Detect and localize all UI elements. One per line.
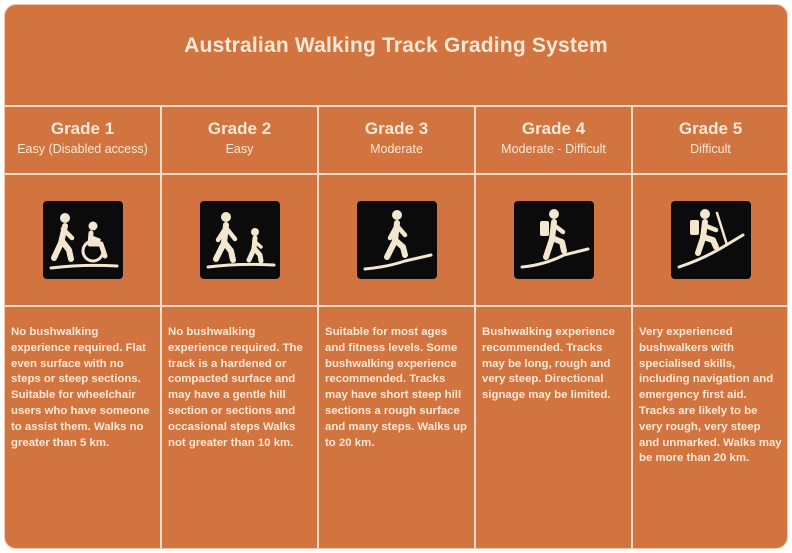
grade-subtitle: Easy — [225, 142, 254, 156]
grade-column-4: Grade 4 Moderate - Difficult Bushwalking… — [476, 105, 631, 548]
grade-name: Grade 1 — [50, 119, 115, 138]
divider-col-4 — [631, 105, 633, 548]
grade-name: Grade 3 — [364, 119, 429, 138]
grade-subtitle: Moderate — [370, 142, 423, 156]
adult-and-child-walking-icon — [200, 201, 280, 279]
grade-subtitle: Difficult — [690, 142, 731, 156]
grade-header: Grade 1 Easy (Disabled access) — [5, 105, 160, 173]
grade-column-1: Grade 1 Easy (Disabled access) No bushwa… — [5, 105, 160, 548]
grade-name: Grade 5 — [678, 119, 743, 138]
grade-name: Grade 4 — [521, 119, 586, 138]
grade-header: Grade 5 Difficult — [633, 105, 787, 173]
grade-column-5: Grade 5 Difficult Very experienced bushw… — [633, 105, 787, 548]
grade-subtitle: Easy (Disabled access) — [17, 142, 148, 156]
grade-header: Grade 2 Easy — [162, 105, 317, 173]
grade-description: Bushwalking experience recommended. Trac… — [482, 326, 615, 402]
grade-name: Grade 2 — [207, 119, 272, 138]
hiker-with-pole-steep-icon — [671, 201, 751, 279]
divider-col-3 — [474, 105, 476, 548]
divider-header — [5, 173, 787, 175]
grade-column-2: Grade 2 Easy No bushwalking experience r… — [162, 105, 317, 548]
grade-description: Suitable for most ages and fitness level… — [325, 326, 467, 449]
divider-col-1 — [160, 105, 162, 548]
walker-on-incline-icon — [357, 201, 437, 279]
grading-board: Australian Walking Track Grading System … — [4, 4, 788, 549]
grade-description: No bushwalking experience required. The … — [168, 326, 303, 449]
grade-description: Very experienced bushwalkers with specia… — [639, 326, 782, 465]
grade-description: No bushwalking experience required. Flat… — [11, 326, 150, 449]
divider-col-2 — [317, 105, 319, 548]
page-title: Australian Walking Track Grading System — [184, 34, 608, 57]
divider-icons — [5, 305, 787, 307]
hiker-with-backpack-icon — [514, 201, 594, 279]
grade-header: Grade 3 Moderate — [319, 105, 474, 173]
divider-top — [5, 105, 787, 107]
walker-and-wheelchair-icon — [43, 201, 123, 279]
grade-header: Grade 4 Moderate - Difficult — [476, 105, 631, 173]
grade-subtitle: Moderate - Difficult — [501, 142, 606, 156]
grade-column-3: Grade 3 Moderate Suitable for most ages … — [319, 105, 474, 548]
